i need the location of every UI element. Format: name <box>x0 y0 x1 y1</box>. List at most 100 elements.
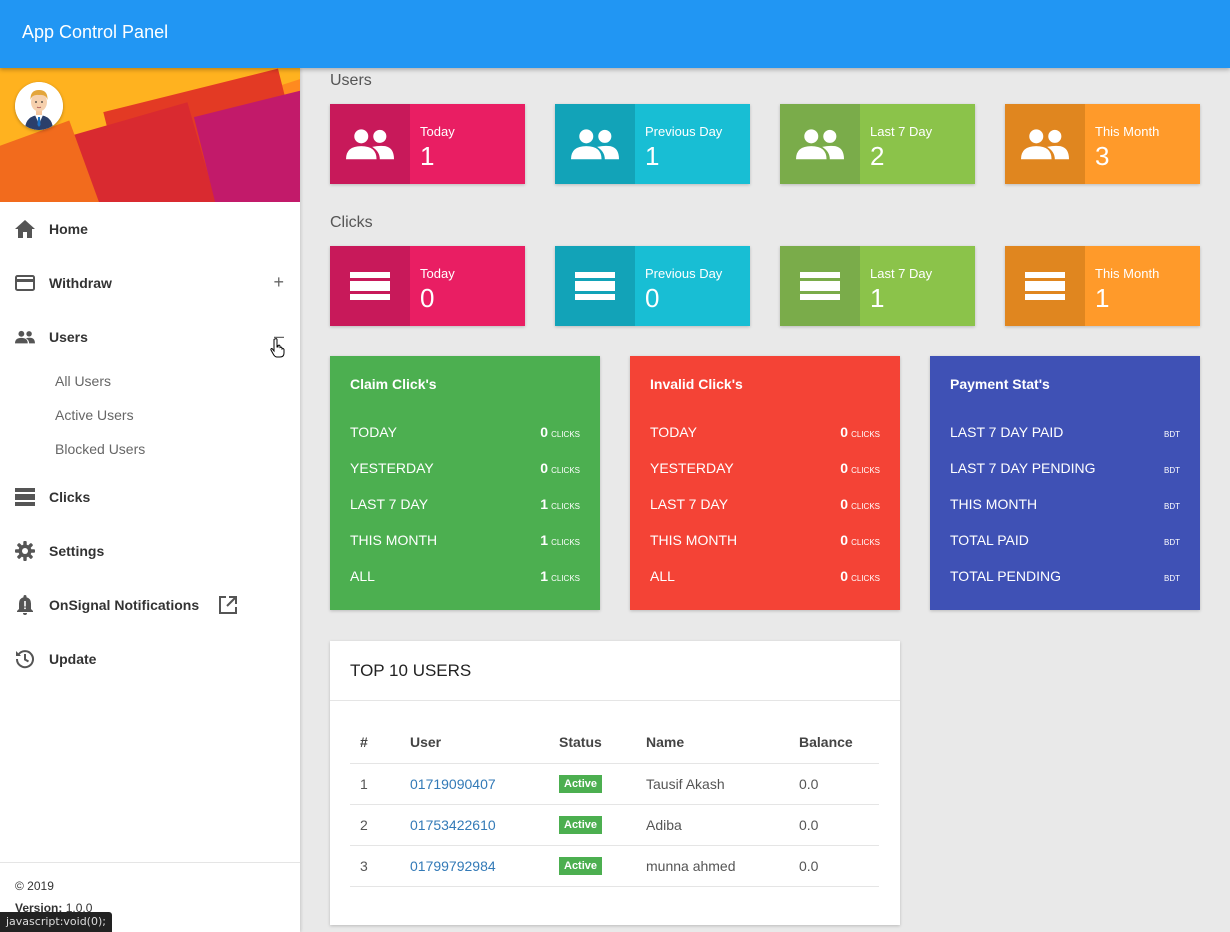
user-link[interactable]: 01753422610 <box>400 804 549 846</box>
users-last-7-day-card[interactable]: Last 7 Day 2 <box>780 104 975 184</box>
history-icon <box>15 649 35 669</box>
list-icon <box>780 246 860 326</box>
card-title: Claim Click's <box>350 376 437 392</box>
sidebar-item-withdraw[interactable]: Withdraw + <box>0 256 300 310</box>
table-row: 3 01799792984 Active munna ahmed 0.0 <box>350 845 879 887</box>
stat-label: Last 7 Day <box>870 266 933 281</box>
clicks-section-title: Clicks <box>330 214 373 231</box>
user-link[interactable]: 01719090407 <box>400 763 549 805</box>
table-row: 1 01719090407 Active Tausif Akash 0.0 <box>350 763 879 805</box>
claim-clicks-card: Claim Click's TODAY 0 CLICKS YESTERDAY 0 CLI… <box>330 356 600 610</box>
row-label: THIS MONTH <box>350 532 438 548</box>
row-unit: CLICKS <box>551 502 580 511</box>
summary-row: ALL 1 CLICKS <box>350 558 580 594</box>
subnav-item-blocked-users[interactable]: Blocked Users <box>55 441 146 457</box>
subnav-item-all-users[interactable]: All Users <box>55 373 112 389</box>
expand-toggle[interactable]: + <box>273 272 284 292</box>
sidebar-item-label: Home <box>49 221 88 237</box>
clicks-last-7-day-card[interactable]: Last 7 Day 1 <box>780 246 975 326</box>
summary-row: LAST 7 DAY PAID BDT <box>950 414 1180 450</box>
list-icon <box>15 487 35 507</box>
sidebar-item-users[interactable]: Users – <box>0 310 300 364</box>
subnav-item-active-users[interactable]: Active Users <box>55 407 134 423</box>
row-value: 1 <box>540 568 549 584</box>
users-this-month-card[interactable]: This Month 3 <box>1005 104 1200 184</box>
people-icon <box>1005 104 1085 184</box>
sidebar-item-label: Clicks <box>49 489 91 505</box>
people-icon <box>330 104 410 184</box>
row-unit: BDT <box>1164 538 1180 547</box>
row-unit: BDT <box>1164 574 1180 583</box>
summary-row: LAST 7 DAY PENDING BDT <box>950 450 1180 486</box>
row-unit: CLICKS <box>851 430 880 439</box>
stat-value: 3 <box>1095 141 1110 171</box>
clicks-this-month-card[interactable]: This Month 1 <box>1005 246 1200 326</box>
row-label: THIS MONTH <box>650 532 738 548</box>
sidebar-item-label: OnSignal Notifications <box>49 597 200 613</box>
row-label: TOTAL PENDING <box>950 568 1061 584</box>
sidebar-item-onesignal[interactable]: OnSignal Notifications <box>0 578 300 632</box>
row-label: YESTERDAY <box>650 460 734 476</box>
row-value: 0 <box>840 568 849 584</box>
summary-row: THIS MONTH BDT <box>950 486 1180 522</box>
clicks-today-card[interactable]: Today 0 <box>330 246 525 326</box>
top-users-table: # User Status Name Balance 1 01719090407… <box>350 721 879 887</box>
summary-row: YESTERDAY 0 CLICKS <box>650 450 880 486</box>
column-header: Status <box>549 721 636 764</box>
stat-value: 0 <box>645 283 660 313</box>
row-unit: CLICKS <box>551 538 580 547</box>
people-icon <box>780 104 860 184</box>
row-label: ALL <box>350 568 375 584</box>
summary-row: THIS MONTH 1 CLICKS <box>350 522 580 558</box>
row-value: 1 <box>540 532 549 548</box>
users-previous-day-card[interactable]: Previous Day 1 <box>555 104 750 184</box>
app-title: App Control Panel <box>22 22 169 42</box>
row-unit: BDT <box>1164 502 1180 511</box>
stat-value: 1 <box>645 141 660 171</box>
clicks-previous-day-card[interactable]: Previous Day 0 <box>555 246 750 326</box>
user-link[interactable]: 01799792984 <box>400 845 549 887</box>
summary-row: TOTAL PENDING BDT <box>950 558 1180 594</box>
sidebar-item-label: Update <box>49 651 97 667</box>
sidebar-item-label: Users <box>49 329 88 345</box>
list-icon <box>555 246 635 326</box>
users-today-card[interactable]: Today 1 <box>330 104 525 184</box>
avatar[interactable] <box>15 82 63 130</box>
external-link-icon[interactable] <box>219 596 238 614</box>
row-unit: CLICKS <box>851 502 880 511</box>
top-users-title: TOP 10 USERS <box>330 641 900 701</box>
row-unit: CLICKS <box>851 574 880 583</box>
top-users-card: TOP 10 USERS # User Status Name Balance … <box>330 641 900 925</box>
stat-label: This Month <box>1095 266 1160 281</box>
stat-label: Today <box>420 124 455 139</box>
summary-row: ALL 0 CLICKS <box>650 558 880 594</box>
sidebar-item-settings[interactable]: Settings <box>0 524 300 578</box>
column-header: User <box>400 721 549 764</box>
list-icon <box>330 246 410 326</box>
sidebar: Home Withdraw + Users – All Users Active… <box>0 68 300 932</box>
summary-row: THIS MONTH 0 CLICKS <box>650 522 880 558</box>
cell-num: 1 <box>350 763 400 805</box>
stat-label: Previous Day <box>645 266 723 281</box>
column-header: Name <box>636 721 789 764</box>
row-unit: CLICKS <box>851 538 880 547</box>
row-unit: BDT <box>1164 466 1180 475</box>
people-icon <box>555 104 635 184</box>
row-label: YESTERDAY <box>350 460 434 476</box>
row-value: 0 <box>540 460 549 476</box>
table-row: 2 01753422610 Active Adiba 0.0 <box>350 804 879 846</box>
list-icon <box>1005 246 1085 326</box>
sidebar-item-clicks[interactable]: Clicks <box>0 470 300 524</box>
stat-value: 1 <box>870 283 885 313</box>
row-value: 0 <box>840 424 849 440</box>
collapse-toggle[interactable]: – <box>273 326 284 346</box>
row-value: 1 <box>540 496 549 512</box>
sidebar-item-home[interactable]: Home <box>0 202 300 256</box>
sidebar-item-update[interactable]: Update <box>0 632 300 686</box>
row-unit: CLICKS <box>851 466 880 475</box>
row-value: 0 <box>540 424 549 440</box>
hand-cursor-icon <box>270 338 286 363</box>
status-badge: Active <box>559 857 603 875</box>
gear-icon <box>15 541 35 561</box>
people-icon <box>15 327 35 347</box>
